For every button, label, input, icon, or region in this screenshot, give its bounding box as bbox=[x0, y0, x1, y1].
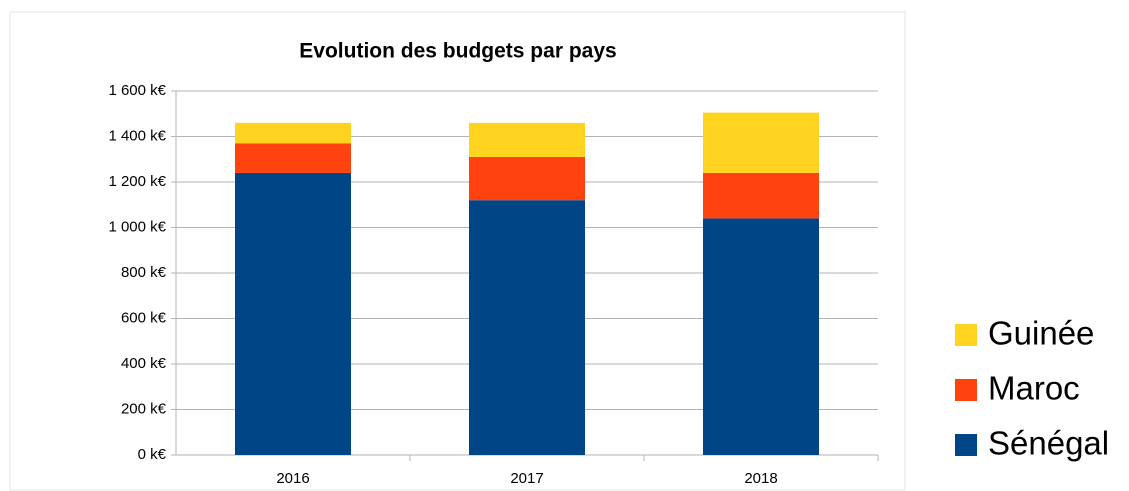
bar-segment bbox=[235, 143, 351, 173]
x-tick-label: 2018 bbox=[744, 470, 777, 487]
chart-title: Evolution des budgets par pays bbox=[299, 40, 616, 63]
legend-swatch bbox=[955, 324, 977, 346]
y-tick-label: 1 400 k€ bbox=[108, 127, 166, 144]
x-tick-label: 2017 bbox=[510, 470, 543, 487]
y-tick-label: 0 k€ bbox=[138, 446, 167, 463]
bar-segment bbox=[235, 122, 351, 144]
bar-segment bbox=[469, 122, 585, 157]
bar-segment bbox=[703, 112, 819, 173]
y-tick-label: 600 k€ bbox=[121, 309, 167, 326]
legend-label: Guinée bbox=[988, 315, 1094, 352]
x-tick-label: 2016 bbox=[276, 470, 309, 487]
y-tick-label: 800 k€ bbox=[121, 264, 167, 281]
y-tick-label: 1 200 k€ bbox=[108, 173, 166, 190]
y-tick-label: 200 k€ bbox=[121, 400, 167, 417]
bar-segment bbox=[703, 172, 819, 219]
legend-label: Sénégal bbox=[988, 425, 1109, 462]
bar-segment bbox=[703, 218, 819, 455]
bar-segment bbox=[469, 200, 585, 455]
legend-label: Maroc bbox=[988, 370, 1080, 407]
bar-segment bbox=[235, 172, 351, 455]
y-tick-label: 400 k€ bbox=[121, 355, 167, 372]
legend-swatch bbox=[955, 434, 977, 456]
y-tick-label: 1 600 k€ bbox=[108, 82, 166, 99]
bar-segment bbox=[469, 156, 585, 201]
y-tick-label: 1 000 k€ bbox=[108, 218, 166, 235]
legend-swatch bbox=[955, 379, 977, 401]
